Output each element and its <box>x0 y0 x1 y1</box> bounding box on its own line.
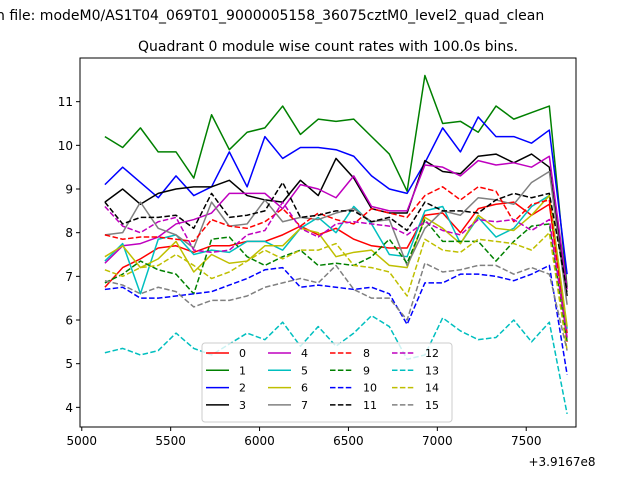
y-tick-label: 4 <box>65 401 73 415</box>
legend-label-6: 6 <box>301 382 308 395</box>
series-line-14 <box>104 231 568 351</box>
legend-label-11: 11 <box>363 399 377 412</box>
x-tick-label: 7500 <box>511 434 542 448</box>
legend-label-10: 10 <box>363 382 377 395</box>
series-line-9 <box>104 218 568 342</box>
chart-title: Quadrant 0 module wise count rates with … <box>138 39 518 55</box>
y-tick-label: 9 <box>65 183 73 197</box>
series-line-3 <box>104 153 568 297</box>
series-lines <box>104 74 568 415</box>
y-tick-label: 5 <box>65 357 73 371</box>
series-line-4 <box>104 155 568 290</box>
x-tick-label: 5000 <box>67 434 98 448</box>
series-line-12 <box>104 201 568 338</box>
legend-label-9: 9 <box>363 364 370 377</box>
legend-label-7: 7 <box>301 399 308 412</box>
y-tick-label: 10 <box>58 139 73 153</box>
x-tick-label: 6500 <box>333 434 364 448</box>
y-axis: 4 5 6 7 8 9 10 11 <box>58 95 80 415</box>
legend-label-4: 4 <box>301 347 308 360</box>
series-line-8 <box>104 186 568 342</box>
x-axis: 5000 5500 6000 6500 7000 7500 <box>67 427 542 448</box>
legend-label-5: 5 <box>301 364 308 377</box>
x-tick-label: 7000 <box>422 434 453 448</box>
series-line-1 <box>104 74 568 288</box>
series-line-7 <box>104 170 568 305</box>
legend-box <box>201 342 453 423</box>
legend-label-14: 14 <box>425 382 439 395</box>
series-line-0 <box>104 201 568 334</box>
legend-label-1: 1 <box>239 364 246 377</box>
figure-suptitle: n file: modeM0/AS1T04_069T01_9000005158_… <box>0 8 544 24</box>
series-line-11 <box>104 181 568 292</box>
series-line-6 <box>104 194 568 327</box>
legend-label-12: 12 <box>425 347 439 360</box>
legend-label-3: 3 <box>239 399 246 412</box>
series-line-5 <box>104 194 568 329</box>
series-line-2 <box>104 116 568 275</box>
legend-label-13: 13 <box>425 364 439 377</box>
legend-label-8: 8 <box>363 347 370 360</box>
x-tick-label: 5500 <box>155 434 186 448</box>
legend-label-2: 2 <box>239 382 246 395</box>
x-offset-label: +3.9167e8 <box>528 455 595 469</box>
plot-frame <box>79 57 577 428</box>
series-line-13 <box>104 314 568 415</box>
series-line-10 <box>104 264 568 375</box>
x-tick-label: 6000 <box>244 434 275 448</box>
y-tick-label: 11 <box>58 95 73 109</box>
y-tick-label: 6 <box>65 314 73 328</box>
legend-label-0: 0 <box>239 347 246 360</box>
series-line-15 <box>104 262 568 351</box>
y-tick-label: 7 <box>65 270 73 284</box>
legend-label-15: 15 <box>425 399 439 412</box>
y-tick-label: 8 <box>65 226 73 240</box>
